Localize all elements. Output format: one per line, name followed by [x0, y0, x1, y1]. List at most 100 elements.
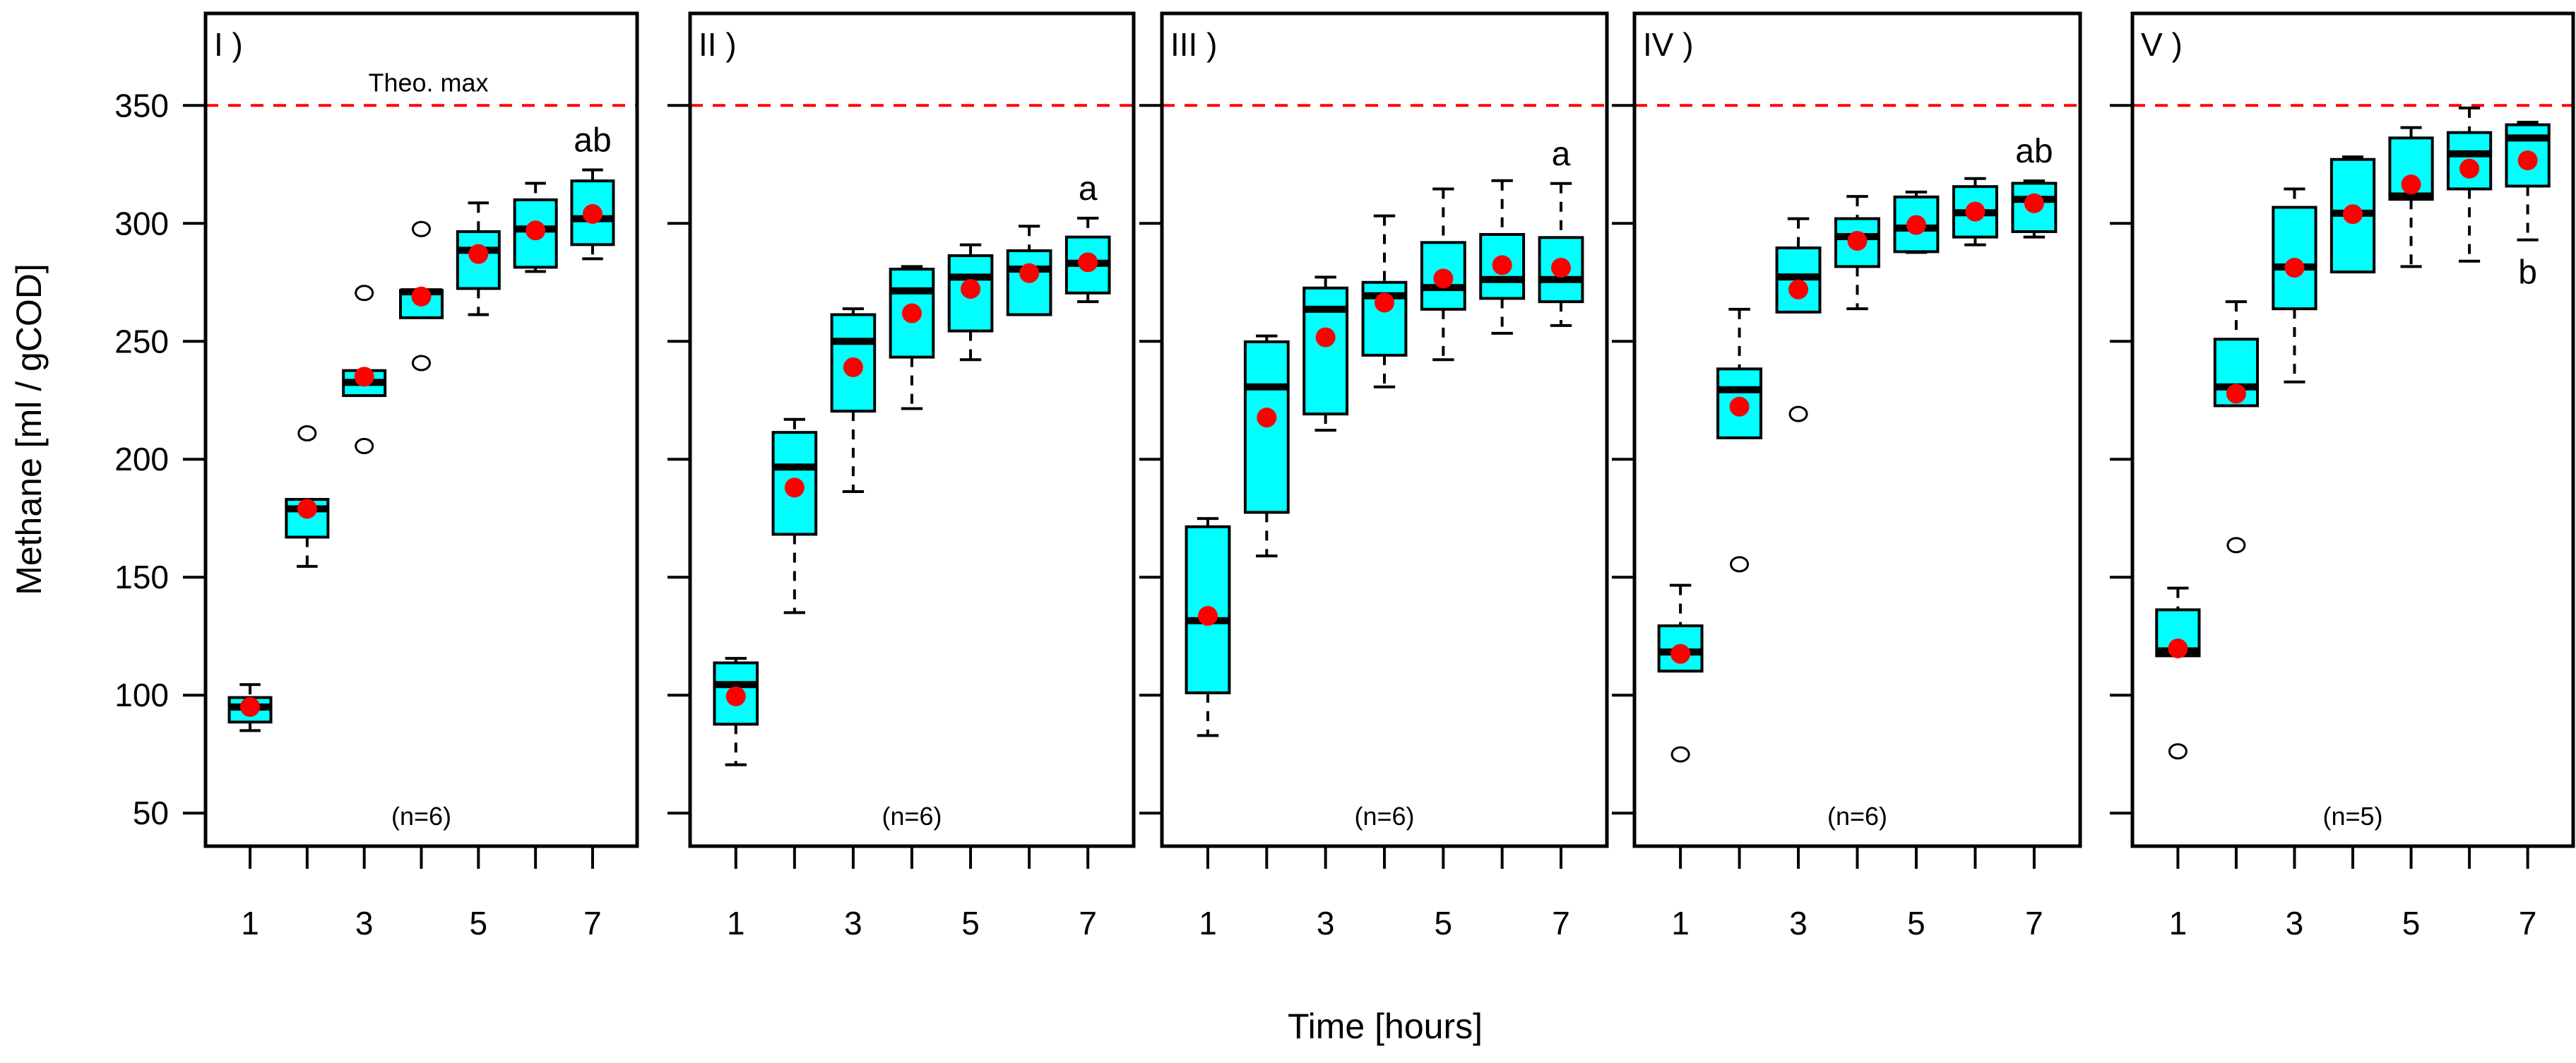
significance-letter: ab	[574, 121, 611, 159]
mean-marker	[1729, 396, 1750, 417]
x-axis-title: Time [hours]	[1288, 1006, 1483, 1046]
x-tick-label: 1	[1671, 905, 1690, 942]
x-tick-label: 7	[2025, 905, 2043, 942]
outlier-point	[412, 220, 431, 237]
box-t5	[456, 201, 501, 316]
sample-size-label: (n=6)	[391, 802, 451, 831]
panel-label: V )	[2141, 26, 2183, 63]
sample-size-label: (n=6)	[882, 802, 942, 831]
panel-5: 1 3 5 7 b V ) (n=5)	[2110, 11, 2575, 942]
mean-marker	[1198, 606, 1218, 626]
box-t1	[1657, 583, 1704, 763]
box-t5	[1420, 187, 1466, 362]
mean-marker	[582, 203, 603, 224]
box-t1	[1185, 517, 1231, 737]
box-t1	[227, 683, 273, 732]
box-t1	[2155, 586, 2201, 760]
x-tick-label: 7	[583, 905, 602, 942]
outlier-point	[355, 285, 374, 302]
box-t3	[342, 285, 387, 455]
box-t2	[1243, 334, 1290, 558]
x-tick-label: 5	[961, 905, 980, 942]
x-tick-label: 7	[1079, 905, 1097, 942]
x-tick-label: 7	[1552, 905, 1570, 942]
mean-marker	[1257, 408, 1277, 428]
outlier-point	[355, 438, 374, 455]
box-t3	[1302, 275, 1349, 432]
box-t6	[1006, 225, 1052, 316]
panel-frame	[688, 11, 1136, 848]
box-t1	[713, 657, 759, 766]
outlier-point	[1788, 405, 1808, 422]
box-t4	[889, 265, 935, 410]
panel-frame	[1632, 11, 2082, 848]
mean-marker	[1433, 268, 1454, 289]
mean-marker	[1788, 279, 1809, 299]
significance-letter: b	[2518, 254, 2537, 292]
mean-marker	[1375, 292, 1394, 313]
panel-4: 1 3 5 7 ab IV ) (n=6)	[1612, 11, 2082, 942]
sample-size-label: (n=5)	[2322, 802, 2382, 831]
y-tick-label: 350	[114, 87, 169, 124]
mean-marker	[2459, 158, 2480, 179]
x-tick-label: 1	[241, 905, 259, 942]
panel-label: II )	[699, 26, 737, 63]
mean-marker	[2401, 174, 2421, 195]
x-tick-label: 3	[1317, 905, 1335, 942]
mean-marker	[1906, 215, 1926, 235]
mean-marker	[240, 696, 261, 717]
outlier-point	[2168, 743, 2188, 760]
x-tick-label: 3	[1789, 905, 1808, 942]
panel-frame	[2130, 11, 2575, 848]
significance-letter: a	[1079, 170, 1098, 208]
panel-frame	[203, 11, 639, 848]
mean-marker	[1492, 255, 1512, 275]
mean-marker	[2517, 150, 2538, 171]
mean-marker	[784, 477, 805, 498]
mean-marker	[526, 220, 546, 241]
y-tick-label: 150	[114, 559, 169, 595]
x-tick-label: 5	[2402, 905, 2421, 942]
box-t6	[1479, 179, 1526, 335]
mean-marker	[1965, 201, 1986, 222]
mean-marker	[1551, 258, 1571, 278]
box-t7	[2011, 179, 2058, 239]
panel-label: I )	[214, 26, 243, 63]
box-t2	[285, 425, 330, 568]
box-t5	[2388, 126, 2434, 268]
mean-marker	[1315, 327, 1336, 348]
x-tick-label: 3	[355, 905, 374, 942]
sample-size-label: (n=6)	[1827, 802, 1887, 831]
box-t3	[2272, 187, 2317, 384]
x-tick-label: 5	[470, 905, 488, 942]
box-t2	[2213, 300, 2260, 554]
x-tick-label: 3	[844, 905, 862, 942]
box-t3	[830, 307, 877, 494]
mean-marker	[2284, 258, 2305, 278]
x-tick-label: 5	[1435, 905, 1453, 942]
y-tick-label: 200	[114, 441, 169, 477]
mean-marker	[1847, 230, 1868, 251]
iqr-box	[513, 198, 558, 269]
mean-marker	[2226, 384, 2246, 404]
box-t5	[947, 243, 994, 362]
outlier-point	[1730, 556, 1750, 573]
box-t7	[1538, 182, 1584, 327]
box-t2	[771, 417, 818, 614]
outlier-point	[412, 355, 431, 372]
y-axis-title: Methane [ml / gCOD]	[9, 263, 49, 595]
outlier-point	[2226, 537, 2246, 554]
outlier-point	[297, 425, 317, 442]
mean-marker	[1078, 252, 1098, 273]
mean-marker	[468, 244, 489, 264]
box-t6	[513, 182, 558, 273]
x-tick-label: 1	[727, 905, 745, 942]
box-t4	[2329, 155, 2376, 274]
box-t4	[1834, 195, 1880, 311]
mean-marker	[2168, 639, 2188, 659]
y-tick-label: 100	[114, 677, 169, 713]
mean-marker	[354, 367, 374, 387]
box-t4	[1361, 214, 1408, 388]
mean-marker	[1670, 643, 1691, 664]
